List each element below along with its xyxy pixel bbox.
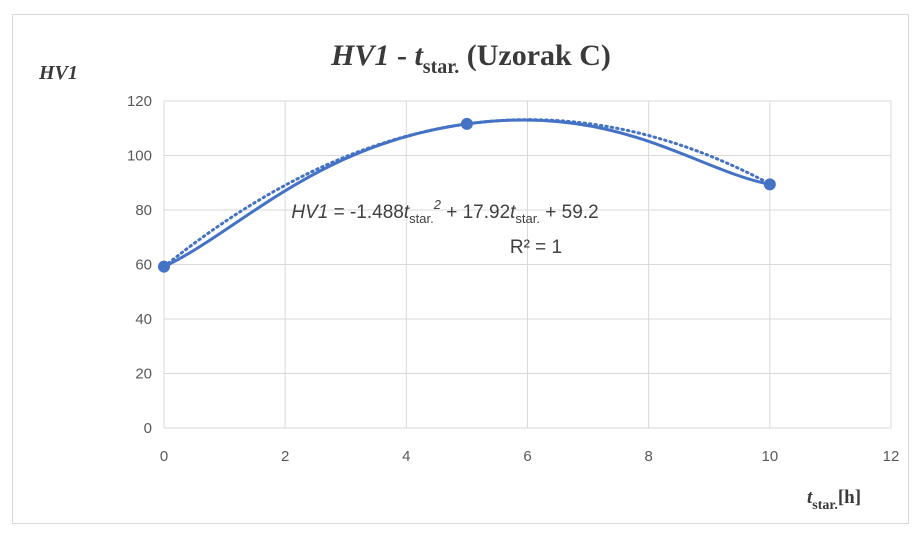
x-tick-label: 4 [402, 448, 410, 465]
y-tick-label: 20 [135, 366, 152, 383]
x-tick-label: 2 [281, 448, 289, 465]
y-tick-label: 0 [144, 420, 152, 437]
series-line [163, 118, 771, 269]
tick-layer: 0 20 40 60 80 100 120 0 2 4 6 8 10 12 [127, 93, 899, 465]
grid-layer [163, 100, 892, 429]
r-squared-label: R² = 1 [510, 237, 562, 258]
x-tick-label: 8 [644, 448, 652, 465]
y-tick-label: 120 [127, 93, 152, 110]
chart-title: HV1 - tstar. (Uzorak C) [330, 39, 611, 78]
y-axis-label: HV1 [38, 62, 78, 84]
y-tick-label: 60 [135, 257, 152, 274]
x-tick-label: 12 [883, 448, 900, 465]
data-point-marker [460, 117, 473, 130]
trendline-poly2 [162, 118, 772, 269]
y-tick-label: 100 [127, 148, 152, 165]
x-tick-label: 0 [160, 448, 168, 465]
marker-layer [158, 117, 776, 273]
data-point-marker [158, 260, 170, 273]
trend-equation: HV1 = -1.488tstar.2 + 17.92tstar. + 59.2 [291, 197, 598, 226]
y-tick-label: 80 [135, 202, 152, 219]
chart-frame: 0 20 40 60 80 100 120 0 2 4 6 8 10 12 HV1 - tstar. (U… [12, 14, 909, 524]
x-tick-label: 6 [523, 448, 531, 465]
data-point-marker [763, 178, 776, 191]
chart-svg: 0 20 40 60 80 100 120 0 2 4 6 8 10 12 HV1 - tstar. (U… [38, 39, 899, 513]
x-axis-label: tstar.[h] [807, 487, 861, 513]
x-tick-label: 10 [761, 448, 778, 465]
y-tick-label: 40 [135, 311, 152, 328]
